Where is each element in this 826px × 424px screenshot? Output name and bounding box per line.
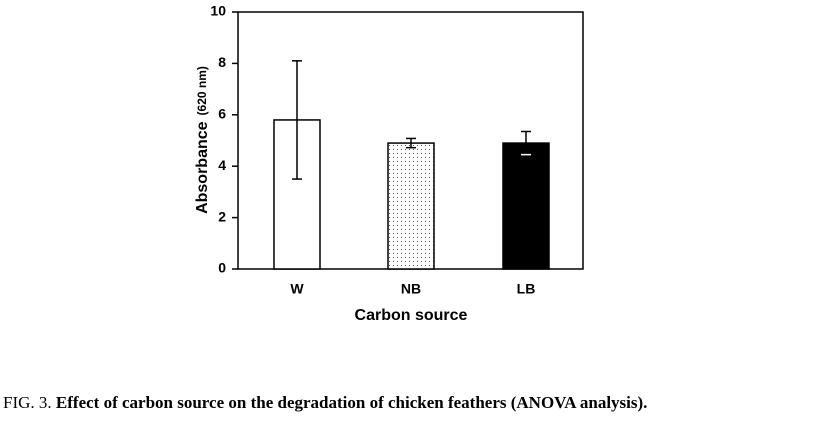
y-tick-label: 2	[218, 208, 226, 224]
x-tick-label: LB	[517, 281, 536, 297]
x-tick-label: W	[290, 281, 304, 297]
x-axis-label: Carbon source	[355, 307, 468, 324]
y-axis-unit: (620 nm)	[195, 66, 209, 115]
y-axis-label: Absorbance (620 nm)	[194, 66, 211, 214]
x-tick-label: NB	[401, 281, 421, 297]
y-tick-label: 8	[218, 54, 226, 70]
y-tick-label: 0	[218, 260, 226, 276]
y-tick-label: 4	[218, 157, 226, 173]
y-axis-label-main: Absorbance	[194, 121, 211, 214]
caption-label: FIG. 3.	[3, 393, 52, 412]
y-tick-label: 6	[218, 106, 226, 122]
bar	[387, 142, 435, 270]
y-tick-label: 10	[210, 3, 226, 19]
caption: FIG. 3. Effect of carbon source on the d…	[3, 393, 647, 412]
caption-text: Effect of carbon source on the degradati…	[56, 393, 648, 412]
bar	[502, 142, 550, 270]
